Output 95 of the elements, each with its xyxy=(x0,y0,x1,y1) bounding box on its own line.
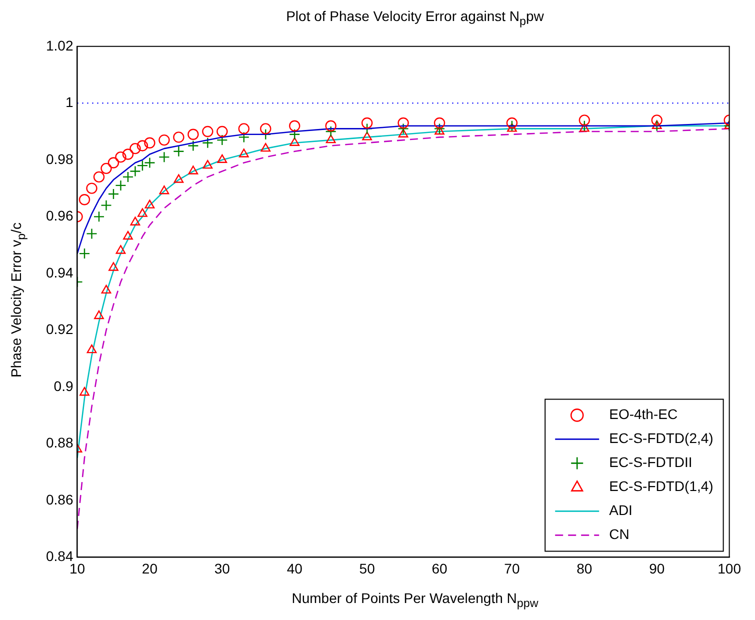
point xyxy=(158,151,170,163)
point xyxy=(173,132,184,143)
point xyxy=(122,171,134,183)
x-tick-label: 100 xyxy=(718,560,742,576)
point xyxy=(578,114,590,126)
point xyxy=(174,174,184,183)
point xyxy=(325,120,336,132)
point xyxy=(398,128,408,138)
x-axis-title: Number of Points Per Wavelength N$_{ppw}$ xyxy=(290,590,540,610)
point xyxy=(506,117,518,129)
point xyxy=(86,344,97,354)
y-tick-label: 1.02 xyxy=(46,37,74,54)
point xyxy=(86,228,98,240)
point xyxy=(188,140,199,152)
y-tick-label: 0.88 xyxy=(46,434,74,451)
point xyxy=(238,132,250,143)
point xyxy=(93,211,105,222)
legend-label: EO-4th-EC xyxy=(609,406,678,422)
legend-label: EC-S-FDTD(1,4) xyxy=(609,478,714,494)
point xyxy=(144,200,155,208)
point xyxy=(93,171,105,183)
y-tick-label: 0.98 xyxy=(46,150,74,167)
x-tick-label: 40 xyxy=(286,560,303,576)
point xyxy=(78,194,90,206)
point xyxy=(144,137,156,148)
point xyxy=(238,123,250,134)
point xyxy=(116,245,126,254)
point xyxy=(260,123,272,134)
legend-label: CN xyxy=(609,526,630,542)
point xyxy=(80,387,90,396)
x-tick-label: 20 xyxy=(142,560,158,576)
point xyxy=(158,134,170,146)
point xyxy=(238,148,249,158)
point xyxy=(123,230,133,240)
point xyxy=(101,284,112,294)
point xyxy=(325,126,336,138)
point xyxy=(86,182,98,194)
point xyxy=(159,186,170,194)
point xyxy=(289,120,300,132)
point xyxy=(130,166,141,177)
x-tick-label: 30 xyxy=(214,560,230,576)
point xyxy=(202,137,214,148)
point xyxy=(434,117,446,129)
point xyxy=(362,132,372,140)
point xyxy=(144,157,156,168)
x-tick-label: 50 xyxy=(359,560,376,576)
point xyxy=(579,123,590,132)
point xyxy=(216,134,228,146)
point xyxy=(398,123,409,134)
point xyxy=(138,208,148,217)
point xyxy=(108,188,120,200)
y-tick-label: 1 xyxy=(65,94,74,110)
point xyxy=(115,151,126,163)
legend-label: EC-S-FDTD(2,4) xyxy=(609,430,714,446)
point xyxy=(108,262,118,271)
point xyxy=(216,126,228,138)
point xyxy=(100,200,112,211)
point xyxy=(136,140,148,152)
x-tick-label: 70 xyxy=(504,560,520,576)
legend-label: ADI xyxy=(609,502,632,518)
point xyxy=(217,154,228,164)
point xyxy=(260,142,271,152)
y-tick-label: 0.94 xyxy=(46,264,74,280)
point xyxy=(290,137,300,146)
point xyxy=(651,114,662,126)
y-tick-label: 0.86 xyxy=(46,491,74,508)
point xyxy=(108,157,120,168)
y-tick-label: 0.9 xyxy=(54,378,74,394)
point xyxy=(188,166,198,174)
point xyxy=(94,310,104,320)
point xyxy=(326,134,336,144)
x-tick-label: 80 xyxy=(576,560,592,576)
point xyxy=(202,160,213,169)
point xyxy=(136,160,148,172)
y-tick-label: 0.96 xyxy=(46,208,74,224)
point xyxy=(361,117,373,129)
x-tick-label: 90 xyxy=(649,560,665,576)
point xyxy=(507,123,517,132)
chart-title: Plot of Phase Velocity Error against N$_{p}$pw xyxy=(285,8,545,28)
y-tick-label: 0.92 xyxy=(46,321,74,338)
point xyxy=(289,128,300,140)
legend-label: EC-S-FDTDII xyxy=(609,454,692,470)
point xyxy=(188,128,199,140)
point xyxy=(115,180,126,192)
point xyxy=(122,148,134,160)
point xyxy=(652,120,662,129)
point xyxy=(434,126,444,135)
point xyxy=(100,162,112,174)
point xyxy=(78,248,90,260)
point xyxy=(130,216,140,226)
point xyxy=(173,146,184,157)
point xyxy=(130,142,141,154)
x-tick-label: 60 xyxy=(432,560,448,576)
point xyxy=(202,126,214,138)
point xyxy=(398,117,409,129)
